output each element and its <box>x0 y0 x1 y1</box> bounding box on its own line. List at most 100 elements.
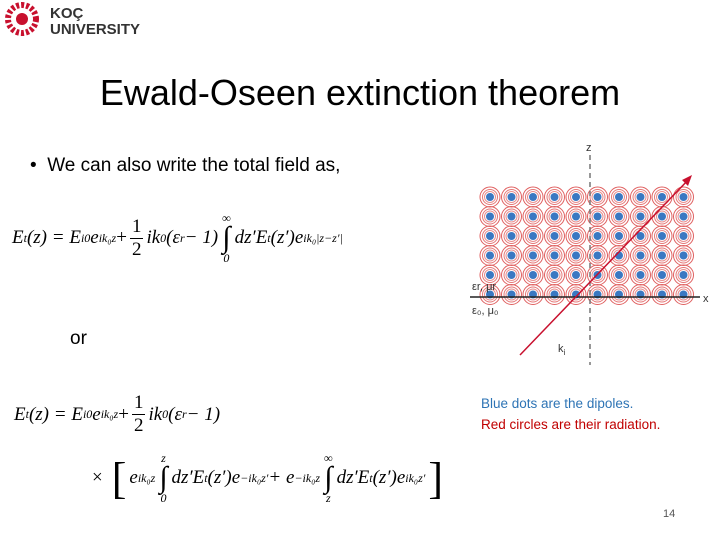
dipole <box>507 271 516 279</box>
dipole <box>529 251 537 260</box>
equation: ×[ e ik₀z z ∫ 0 dz′E t (z′)e −ik₀z′ + e −ik₀z ∞… <box>92 452 446 504</box>
dipole <box>615 212 623 221</box>
radiation-ring <box>675 228 692 244</box>
axis-label: z <box>586 142 592 154</box>
dipole <box>507 212 516 221</box>
dipole <box>658 271 666 279</box>
radiation-ring <box>634 191 647 203</box>
text: ik <box>148 403 163 425</box>
radiation-ring <box>505 191 518 203</box>
radiation-ring <box>591 210 604 223</box>
text: (ε <box>166 227 180 248</box>
dipole <box>529 212 537 221</box>
radiation-ring <box>484 288 496 301</box>
radiation-ring <box>505 288 518 301</box>
dipole <box>572 232 580 240</box>
radiation-ring <box>677 249 690 262</box>
text: ∞ <box>222 211 231 225</box>
dipole <box>679 232 688 240</box>
text: (z′)e <box>207 467 241 488</box>
text: (z) = E <box>28 403 83 425</box>
radiation-ring <box>568 208 584 225</box>
dipole <box>486 271 494 279</box>
radiation-ring <box>613 269 625 281</box>
text: ik₀z <box>137 470 156 485</box>
text: 0 <box>162 407 169 421</box>
text: ∫ <box>159 461 168 494</box>
text: t <box>204 470 208 485</box>
radiation-ring <box>525 208 541 225</box>
radiation-ring <box>654 208 670 225</box>
bullet: • We can also write the total field as, <box>30 155 341 176</box>
radiation-ring <box>656 210 668 223</box>
text: dz′E <box>336 467 370 488</box>
dipole <box>486 212 494 221</box>
radiation-ring <box>503 267 520 283</box>
radiation-ring <box>677 191 690 203</box>
text: 1 <box>129 215 144 239</box>
text: 0 <box>160 230 167 245</box>
radiation-ring <box>656 269 668 281</box>
slide-title: Ewald-Oseen extinction theorem <box>99 72 621 113</box>
radiation-ring <box>482 267 498 283</box>
radiation-ring <box>505 249 518 262</box>
radiation-ring <box>673 284 694 305</box>
radiation-ring <box>591 230 604 242</box>
radiation-ring <box>482 189 498 205</box>
text: (z′)e <box>372 467 406 488</box>
dipole <box>572 212 580 221</box>
medium-label: εr, μr <box>472 281 496 293</box>
radiation-ring <box>632 189 649 205</box>
dipole <box>572 251 580 260</box>
text: −ik₀z <box>294 470 321 485</box>
text: − 1) <box>184 227 219 248</box>
radiation-ring <box>656 288 668 301</box>
dipole-diagram: z x εr, μr ε₀, μ₀ ki <box>470 142 709 365</box>
text: + <box>118 403 129 425</box>
radiation-ring <box>632 267 649 283</box>
radiation-ring <box>611 228 627 244</box>
radiation-ring <box>546 189 563 205</box>
dipole <box>593 212 602 221</box>
text: ik₀z <box>100 407 119 421</box>
radiation-ring <box>654 228 670 244</box>
dipole <box>679 212 688 221</box>
text: i0 <box>80 230 91 245</box>
radiation-ring <box>613 210 625 223</box>
logo-line: KOÇ <box>50 5 84 22</box>
dipole <box>550 251 559 260</box>
dipole <box>658 251 666 260</box>
radiation-ring <box>484 249 496 262</box>
radiation-ring <box>482 228 498 244</box>
radiation-ring <box>675 247 692 264</box>
dipole <box>507 251 516 260</box>
dipole <box>636 212 645 221</box>
text: t <box>369 470 373 485</box>
dipole <box>679 251 688 260</box>
or-text: or <box>70 328 87 349</box>
radiation-ring <box>503 208 520 225</box>
radiation-ring <box>568 247 584 264</box>
radiation-ring <box>546 247 563 264</box>
text: e <box>92 403 101 425</box>
dipole <box>593 193 602 201</box>
text: 2 <box>131 238 142 260</box>
radiation-ring <box>568 228 584 244</box>
radiation-ring <box>634 269 647 281</box>
text: (z) = E <box>26 227 81 248</box>
radiation-ring <box>484 210 496 223</box>
dipole <box>529 193 537 201</box>
radiation-ring <box>548 249 561 262</box>
radiation-ring <box>654 189 670 205</box>
text: E <box>12 227 24 248</box>
page-number: 14 <box>663 508 676 520</box>
dipole <box>529 232 537 240</box>
logo-mark <box>5 2 39 36</box>
radiation-ring <box>613 230 625 242</box>
text: t <box>23 230 27 245</box>
radiation-ring <box>611 286 627 303</box>
text: 2 <box>133 415 144 436</box>
text: z <box>325 491 331 505</box>
radiation-ring <box>505 230 518 242</box>
